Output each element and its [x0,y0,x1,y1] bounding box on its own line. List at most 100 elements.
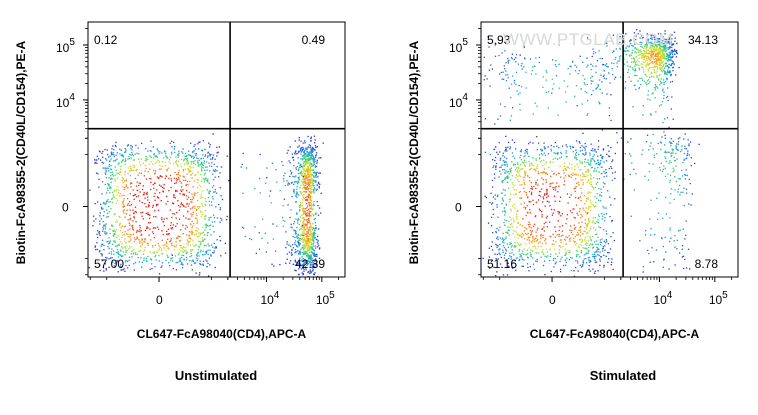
event-dot [287,204,289,206]
event-dot [661,42,663,44]
event-dot [602,245,604,248]
event-dot [159,192,161,194]
event-dot [213,221,216,223]
event-dot [211,162,213,164]
event-dot [192,157,195,159]
event-dot [585,288,586,289]
event-dot [139,227,141,229]
event-dot [669,52,671,54]
event-dot [160,266,162,268]
event-dot [530,254,532,256]
event-dot [524,233,527,235]
event-dot [154,251,156,253]
event-dot [175,161,177,163]
event-dot [111,173,114,176]
event-dot [180,263,182,265]
event-dot [195,153,198,155]
event-dot [310,163,312,165]
event-dot [661,54,664,56]
event-dot [498,249,500,251]
event-dot [664,30,666,32]
event-dot [532,203,535,206]
event-dot [592,253,594,255]
event-dot [499,73,501,75]
event-dot [306,234,309,236]
event-dot [594,186,597,188]
event-dot [204,223,206,225]
event-dot [513,185,516,187]
event-dot [611,258,613,260]
event-dot [616,286,617,287]
event-dot [612,232,614,234]
event-dot [504,172,507,174]
event-dot [313,189,315,192]
event-dot [554,257,556,260]
event-dot [586,235,588,238]
event-dot [309,167,312,170]
event-dot [570,173,572,176]
event-dot [603,170,605,173]
event-dot [462,60,463,61]
event-dot [527,232,529,235]
event-dot [139,240,141,242]
event-dot [126,197,129,200]
event-dot [664,73,666,75]
event-dot [132,224,134,227]
event-dot [126,249,128,252]
event-dot [313,163,315,166]
event-dot [317,181,320,184]
event-dot [550,253,552,255]
event-dot [643,71,645,73]
event-dot [311,204,313,206]
event-dot [188,234,191,236]
event-dot [499,253,501,256]
event-dot [537,238,539,241]
event-dot [633,58,635,60]
event-dot [659,38,661,40]
event-dot [628,54,631,57]
event-dot [169,240,172,243]
event-dot [587,192,589,195]
event-dot [662,61,664,64]
event-dot [507,74,509,76]
event-dot [303,244,305,246]
event-dot [541,172,544,174]
event-dot [311,235,313,237]
event-dot [294,236,296,239]
event-dot [171,254,173,256]
event-dot [584,243,586,245]
event-dot [200,210,202,213]
event-dot [634,43,636,45]
event-dot [611,51,614,54]
event-dot [303,262,305,265]
event-dot [522,217,524,220]
event-dot [101,193,103,195]
event-dot [192,260,195,263]
event-dot [296,251,298,253]
event-dot [660,32,662,35]
event-dot [292,243,294,246]
event-dot [599,103,601,105]
event-dot [599,88,601,90]
event-dot [598,171,600,173]
event-dot [212,246,214,248]
event-dot [314,228,316,230]
event-dot [505,62,507,64]
event-dot [543,194,546,196]
event-dot [555,174,557,176]
event-dot [208,257,210,259]
event-dot [308,157,310,160]
event-dot [297,268,300,270]
event-dot [601,81,603,83]
event-dot [501,78,503,80]
event-dot [496,151,498,153]
event-dot [210,255,212,257]
event-dot [306,162,308,165]
event-dot [598,254,600,257]
event-dot [195,164,197,166]
event-dot [305,186,307,189]
event-dot [552,240,555,242]
event-dot [583,258,585,260]
event-dot [305,196,307,199]
event-dot [624,50,626,53]
